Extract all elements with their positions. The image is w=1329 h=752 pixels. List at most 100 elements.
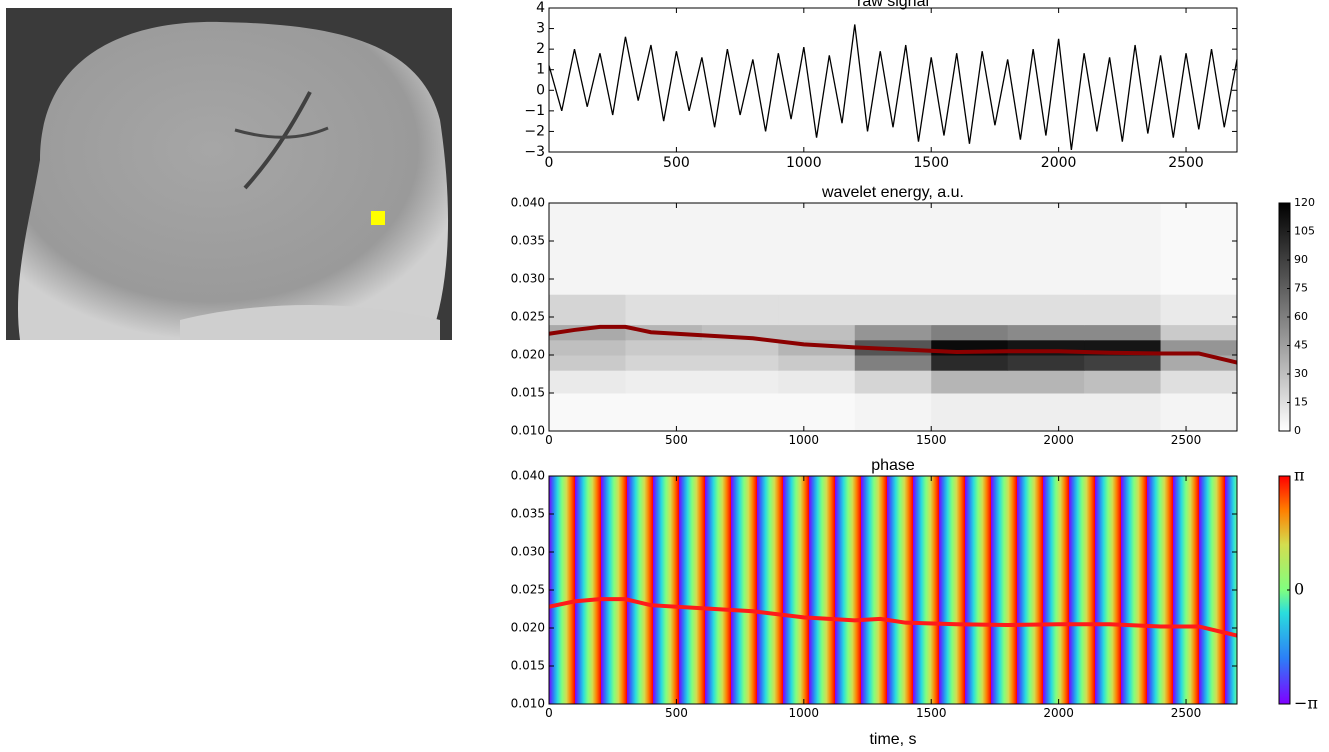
colorbar-tick-label: 105 [1294, 225, 1315, 238]
x-tick-label: 1000 [786, 155, 822, 171]
y-tick-label: 0.015 [511, 659, 545, 673]
heat-cell [931, 370, 1009, 394]
heat-cell [625, 355, 703, 371]
heat-cell [1160, 370, 1238, 394]
heat-cell [549, 355, 626, 371]
heat-cell [1084, 203, 1162, 295]
x-tick-label: 1500 [916, 706, 947, 720]
heat-cell [1007, 324, 1085, 341]
y-tick-label: 0.010 [511, 697, 545, 711]
colorbar-tick-label: 120 [1294, 196, 1315, 209]
heat-cell [854, 203, 932, 295]
heat-cell [625, 393, 703, 432]
y-tick-label: 0.030 [511, 272, 545, 286]
x-tick-label: 0 [545, 706, 553, 720]
heat-cell [854, 355, 932, 371]
x-tick-label: 1500 [913, 155, 949, 171]
heat-cell [701, 294, 779, 326]
heat-cell [1084, 370, 1162, 394]
heat-cell [1007, 294, 1085, 326]
phase-field [549, 476, 1237, 704]
heat-cell [1160, 393, 1238, 432]
x-tick-label: 2500 [1168, 155, 1204, 171]
heat-cell [625, 370, 703, 394]
heat-cell [1007, 355, 1085, 371]
x-axis-label: time, s [869, 731, 916, 748]
pixel-marker [371, 211, 385, 225]
heat-cell [778, 393, 856, 432]
y-tick-label: 0.025 [511, 583, 545, 597]
heat-cell [701, 203, 779, 295]
colorbar-tick-label: 90 [1294, 253, 1308, 266]
heat-cell [854, 370, 932, 394]
heat-cell [1084, 324, 1162, 341]
colorbar-tick-label: 0 [1294, 580, 1304, 599]
y-tick-label: 0 [536, 82, 545, 98]
heat-cell [778, 324, 856, 341]
heat-cell [931, 393, 1009, 432]
plot-frame [548, 7, 1238, 153]
chart-title: wavelet energy, a.u. [821, 184, 964, 201]
heat-cell [1160, 203, 1238, 295]
heat-cell [701, 370, 779, 394]
x-tick-label: 0 [545, 155, 554, 171]
heat-cell [778, 370, 856, 394]
heat-cell [1007, 393, 1085, 432]
x-tick-label: 0 [545, 433, 553, 447]
tissue [18, 21, 449, 340]
heat-cell [1084, 294, 1162, 326]
heat-cell [931, 324, 1009, 341]
y-tick-label: 0.030 [511, 545, 545, 559]
x-tick-label: 1000 [789, 706, 820, 720]
heat-cell [931, 203, 1009, 295]
heat-cell [778, 355, 856, 371]
y-tick-label: −1 [524, 103, 545, 119]
heat-cell [1160, 324, 1238, 341]
y-tick-label: −2 [524, 123, 545, 139]
heat-cell [625, 339, 703, 356]
x-tick-label: 1000 [789, 433, 820, 447]
y-tick-label: 3 [536, 21, 545, 37]
heat-cell [854, 294, 932, 326]
y-tick-label: 0.010 [511, 424, 545, 438]
heat-cell [931, 355, 1009, 371]
y-tick-label: −3 [524, 144, 545, 160]
heat-cell [701, 339, 779, 356]
heat-cell [931, 294, 1009, 326]
y-tick-label: 0.025 [511, 310, 545, 324]
y-tick-label: 0.020 [511, 621, 545, 635]
x-tick-label: 500 [665, 706, 688, 720]
heat-cell [1084, 355, 1162, 371]
mark [234, 126, 329, 139]
y-tick-label: 0.040 [511, 196, 545, 210]
colorbar-tick-label: 15 [1294, 396, 1308, 409]
heat-cell [625, 294, 703, 326]
chart-title: phase [871, 457, 915, 474]
colorbar-tick-label: 0 [1294, 424, 1301, 437]
y-tick-label: 0.035 [511, 507, 545, 521]
y-tick-label: 1 [536, 62, 545, 78]
y-tick-label: 0.040 [511, 469, 545, 483]
colorbar-tick-label: π [1294, 466, 1305, 485]
x-tick-label: 2500 [1171, 706, 1202, 720]
x-tick-label: 2500 [1171, 433, 1202, 447]
series-line [548, 24, 1238, 151]
heat-cell [1160, 355, 1238, 371]
x-tick-label: 500 [665, 433, 688, 447]
x-tick-label: 2000 [1043, 433, 1074, 447]
series-line [548, 324, 1238, 365]
y-tick-label: 0.015 [511, 386, 545, 400]
y-tick-label: 0.035 [511, 234, 545, 248]
x-tick-label: 2000 [1041, 155, 1077, 171]
heat-cell [1160, 294, 1238, 326]
x-tick-label: 2000 [1043, 706, 1074, 720]
heat-cell [701, 355, 779, 371]
x-tick-label: 1500 [916, 433, 947, 447]
heat-cell [549, 393, 626, 432]
colorbar-tick-label: 45 [1294, 339, 1308, 352]
heat-cell [854, 393, 932, 432]
colorbar-tick-label: −π [1294, 694, 1318, 713]
chart-title: raw signal [857, 0, 929, 10]
